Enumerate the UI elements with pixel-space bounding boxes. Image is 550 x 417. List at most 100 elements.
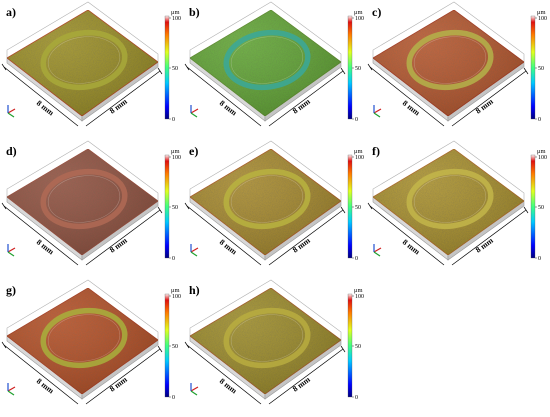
x-dimension-line bbox=[3, 66, 79, 127]
ring-inner-edge bbox=[47, 175, 121, 223]
color-bar-tick-label: 50 bbox=[172, 205, 178, 211]
y-dimension-line bbox=[451, 209, 527, 266]
panel-letter: h) bbox=[189, 283, 200, 297]
color-bar-tick-label: 0 bbox=[355, 395, 358, 401]
color-bar-tick-label: 0 bbox=[355, 117, 358, 123]
x-dimension-label: 8 mm bbox=[401, 98, 422, 117]
surface-shading bbox=[190, 10, 341, 116]
color-bar-tick-label: 50 bbox=[355, 344, 361, 350]
panel-letter: f) bbox=[372, 144, 380, 158]
color-bar-tick-label: 100 bbox=[172, 155, 181, 161]
color-bar-gradient bbox=[530, 15, 536, 120]
box-frame bbox=[372, 140, 525, 201]
y-dimension-line bbox=[268, 209, 344, 266]
ring-inner-edge bbox=[413, 175, 487, 223]
color-bar-gradient bbox=[164, 154, 170, 259]
panel-letter: e) bbox=[189, 144, 198, 158]
ring-feature bbox=[223, 29, 311, 91]
surface-shading bbox=[190, 149, 341, 255]
x-dimension-tick bbox=[1, 63, 7, 71]
y-dimension-line bbox=[268, 348, 344, 405]
color-bar-tick-label: 100 bbox=[355, 16, 364, 22]
y-dimension-line bbox=[85, 70, 161, 127]
panel-letter: c) bbox=[372, 5, 381, 19]
x-dimension-tick bbox=[1, 341, 7, 349]
color-bar-unit: μm bbox=[537, 148, 546, 155]
x-dimension-tick bbox=[367, 63, 373, 71]
color-bar-unit: μm bbox=[354, 148, 363, 155]
x-dimension-label: 8 mm bbox=[35, 98, 56, 117]
box-frame bbox=[6, 1, 159, 62]
x-dimension-label: 8 mm bbox=[218, 237, 239, 256]
color-bar-tick-label: 100 bbox=[355, 294, 364, 300]
surface-shading bbox=[373, 149, 524, 255]
ring-inner-edge bbox=[47, 314, 121, 362]
box-frame bbox=[6, 140, 159, 201]
box-frame bbox=[6, 279, 159, 340]
ring-feature bbox=[406, 29, 494, 91]
ring-inner-edge bbox=[230, 175, 304, 223]
x-dimension-tick bbox=[184, 341, 190, 349]
ring-inner-edge bbox=[230, 36, 304, 84]
axis-triad-icon bbox=[7, 383, 16, 396]
color-bar-tick-label: 0 bbox=[172, 256, 175, 262]
ring-feature bbox=[406, 168, 494, 230]
ring-feature bbox=[40, 168, 128, 230]
x-dimension-line bbox=[186, 344, 262, 405]
color-bar-tick-label: 50 bbox=[538, 66, 544, 72]
color-bar-tick-label: 100 bbox=[172, 294, 181, 300]
axis-triad-icon bbox=[373, 244, 382, 257]
x-dimension-tick bbox=[184, 63, 190, 71]
y-dimension-line bbox=[85, 348, 161, 405]
color-bar-gradient bbox=[164, 293, 170, 398]
panel-letter: a) bbox=[6, 5, 16, 19]
color-bar-tick-label: 0 bbox=[355, 256, 358, 262]
surface-shading bbox=[7, 10, 158, 116]
surface-shading bbox=[190, 288, 341, 394]
color-bar-gradient bbox=[530, 154, 536, 259]
x-dimension-line bbox=[186, 205, 262, 266]
axis-triad-icon bbox=[190, 244, 199, 257]
ring-feature bbox=[223, 168, 311, 230]
panel-letter: b) bbox=[189, 5, 200, 19]
axis-triad-icon bbox=[373, 105, 382, 118]
color-bar-gradient bbox=[347, 154, 353, 259]
color-bar-tick-label: 0 bbox=[538, 117, 541, 123]
ring-inner-edge bbox=[230, 314, 304, 362]
y-dimension-tick bbox=[157, 67, 163, 75]
x-dimension-label: 8 mm bbox=[401, 237, 422, 256]
y-dimension-line bbox=[85, 209, 161, 266]
y-dimension-tick bbox=[157, 206, 163, 214]
color-bar-tick-label: 50 bbox=[538, 205, 544, 211]
surface-shading bbox=[7, 149, 158, 255]
color-bar-tick-label: 0 bbox=[172, 395, 175, 401]
color-bar-tick-label: 0 bbox=[172, 117, 175, 123]
color-bar-unit: μm bbox=[171, 148, 180, 155]
x-dimension-label: 8 mm bbox=[218, 376, 239, 395]
x-dimension-line bbox=[3, 344, 79, 405]
ring-inner-edge bbox=[47, 36, 121, 84]
axis-triad-icon bbox=[190, 105, 199, 118]
color-bar-tick-label: 100 bbox=[355, 155, 364, 161]
color-bar-tick-label: 100 bbox=[172, 16, 181, 22]
color-bar-gradient bbox=[164, 15, 170, 120]
surface-shading bbox=[373, 10, 524, 116]
color-bar-tick-label: 50 bbox=[355, 66, 361, 72]
color-bar-unit: μm bbox=[171, 9, 180, 16]
x-dimension-label: 8 mm bbox=[35, 376, 56, 395]
x-dimension-label: 8 mm bbox=[35, 237, 56, 256]
y-dimension-line bbox=[451, 70, 527, 127]
